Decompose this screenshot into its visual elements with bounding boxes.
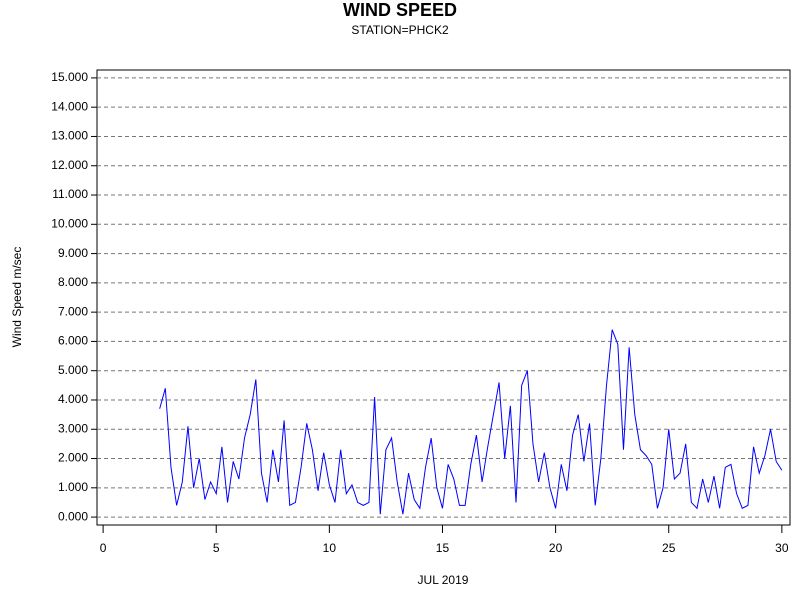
y-tick-label: 0.000 (58, 509, 88, 523)
x-tick-label: 0 (100, 541, 107, 555)
chart-title: WIND SPEED (343, 0, 457, 20)
x-tick-label: 10 (323, 541, 337, 555)
y-tick-label: 7.000 (58, 304, 88, 318)
y-tick-label: 10.000 (51, 216, 88, 230)
chart-subtitle: STATION=PHCK2 (351, 23, 449, 37)
y-tick-label: 14.000 (51, 99, 88, 113)
x-tick-label: 5 (213, 541, 220, 555)
y-tick-label: 8.000 (58, 275, 88, 289)
y-tick-label: 15.000 (51, 70, 88, 84)
y-tick-label: 12.000 (51, 158, 88, 172)
y-tick-label: 11.000 (52, 187, 88, 201)
y-axis-label: Wind Speed m/sec (10, 247, 24, 348)
y-tick-label: 9.000 (58, 246, 88, 260)
x-tick-label: 30 (775, 541, 789, 555)
y-tick-label: 2.000 (58, 451, 88, 465)
x-tick-label: 25 (662, 541, 676, 555)
y-tick-label: 1.000 (58, 480, 88, 494)
y-tick-label: 5.000 (58, 363, 88, 377)
wind-speed-line (159, 329, 783, 515)
x-tick-label: 20 (549, 541, 563, 555)
x-tick-label: 15 (436, 541, 450, 555)
plot-frame (96, 69, 791, 526)
y-tick-label: 13.000 (51, 129, 88, 143)
y-tick-label: 3.000 (58, 421, 88, 435)
y-tick-label: 4.000 (58, 392, 88, 406)
x-axis-label: JUL 2019 (418, 573, 469, 587)
y-tick-label: 6.000 (58, 334, 88, 348)
